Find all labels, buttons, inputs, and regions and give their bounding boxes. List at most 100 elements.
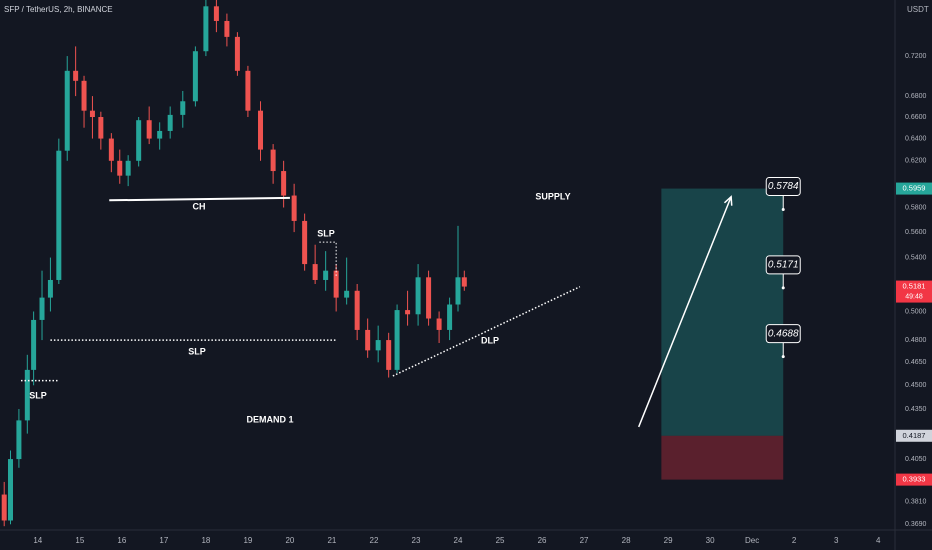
x-tick-label: 4 [876, 536, 881, 545]
x-tick-label: 14 [33, 536, 42, 545]
candle-body [47, 279, 53, 298]
callout-box [765, 324, 801, 344]
candle-body [461, 277, 467, 287]
y-tick-label: 0.4050 [905, 456, 927, 463]
x-tick-label: 16 [117, 536, 126, 545]
arrow [637, 196, 732, 428]
candle-body [426, 277, 432, 319]
candle-body [323, 270, 329, 280]
candle-body [157, 130, 163, 139]
y-tick-label: 0.5000 [905, 308, 927, 315]
callout-point [781, 286, 785, 290]
candle-body [415, 277, 421, 315]
candle-body [386, 340, 392, 370]
y-tick-label: 0.6800 [905, 93, 927, 100]
line-label: CH [193, 201, 206, 211]
y-tick-label: 0.3690 [905, 521, 927, 528]
y-tick-label: 0.4500 [905, 382, 927, 389]
price-tag-label: 0.5959 [903, 184, 926, 193]
candle-body [64, 70, 70, 151]
candle-body [270, 149, 276, 172]
loss-zone [661, 435, 784, 480]
candle-body [8, 459, 14, 521]
price-tag-label: 0.4187 [903, 431, 926, 440]
x-tick-label: 3 [834, 536, 839, 545]
x-tick-label: 21 [327, 536, 336, 545]
candle-body [447, 304, 453, 330]
y-tick-label: 0.4800 [905, 337, 927, 344]
candle-body [258, 110, 264, 150]
x-tick-label: 26 [538, 536, 547, 545]
candle-body [302, 220, 308, 265]
y-tick-label: 0.6600 [905, 114, 927, 121]
price-tag [896, 429, 932, 442]
candle-body [81, 80, 87, 111]
x-tick-label: 27 [580, 536, 589, 545]
candle-body [312, 264, 318, 280]
candle-body [98, 117, 104, 139]
price-tag-label: 0.3933 [903, 475, 926, 484]
candle-body [108, 138, 114, 161]
candle-body [436, 318, 442, 330]
currency: USDT [907, 5, 929, 14]
candle-body [203, 6, 209, 52]
callout-box [765, 176, 801, 196]
x-tick-label: 25 [496, 536, 505, 545]
candle-body [365, 329, 371, 351]
callout-label: 0.4688 [768, 328, 799, 339]
y-tick-label: 0.6200 [905, 158, 927, 165]
y-tick-label: 0.3810 [905, 499, 927, 506]
callout-point [781, 207, 785, 211]
candle-body [167, 114, 173, 131]
candle-body [245, 70, 251, 111]
x-tick-label: 29 [664, 536, 673, 545]
symbol[interactable]: SFP / TetherUS, 2h, BINANCE [4, 5, 113, 14]
x-tick-label: 15 [75, 536, 84, 545]
candle-body [192, 51, 198, 102]
price-tag [896, 280, 932, 303]
price-tag-label: 0.5181 [903, 282, 926, 291]
candle-body [39, 297, 45, 320]
candle-body [291, 195, 297, 221]
x-tick-label: 2 [792, 536, 797, 545]
candle-body [180, 101, 186, 115]
line-label: DLP [481, 335, 499, 345]
x-tick-label: 30 [706, 536, 715, 545]
y-tick-label: 0.4350 [905, 406, 927, 413]
y-tick-label: 0.5400 [905, 254, 927, 261]
x-tick-label: 18 [201, 536, 210, 545]
y-tick-label: 0.4650 [905, 359, 927, 366]
x-tick-label: 24 [454, 536, 463, 545]
trend-line [392, 286, 581, 377]
candle-body [31, 319, 37, 370]
callout-point [781, 355, 785, 359]
profit-zone [661, 188, 784, 436]
x-tick-label: Dec [745, 536, 759, 545]
price-axis [895, 0, 932, 550]
x-tick-label: 23 [412, 536, 421, 545]
price-tag [896, 182, 932, 195]
x-tick-label: 22 [370, 536, 379, 545]
line-label: SLP [188, 346, 206, 356]
zone-label: SUPPLY [535, 191, 570, 201]
y-tick-label: 0.5600 [905, 229, 927, 236]
countdown: 49:48 [905, 293, 923, 300]
x-tick-label: 17 [159, 536, 168, 545]
candle-body [405, 310, 411, 315]
y-tick-label: 0.5800 [905, 204, 927, 211]
box-label: SLP [317, 228, 335, 238]
candle-body [344, 290, 350, 298]
x-tick-label: 20 [285, 536, 294, 545]
candle-body [1, 494, 7, 521]
callout-label: 0.5171 [768, 260, 799, 271]
candle-body [234, 36, 240, 71]
candle-body [56, 150, 62, 280]
callout-label: 0.5784 [768, 181, 799, 192]
y-tick-label: 0.7200 [905, 53, 927, 60]
candle-body [333, 270, 339, 298]
candle-body [281, 171, 287, 196]
candle-body [146, 120, 152, 139]
candle-body [89, 110, 95, 118]
